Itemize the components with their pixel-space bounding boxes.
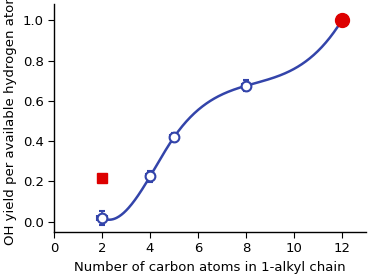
Y-axis label: OH yield per available hydrogen atom: OH yield per available hydrogen atom [4, 0, 17, 245]
X-axis label: Number of carbon atoms in 1-alkyl chain: Number of carbon atoms in 1-alkyl chain [74, 261, 346, 274]
